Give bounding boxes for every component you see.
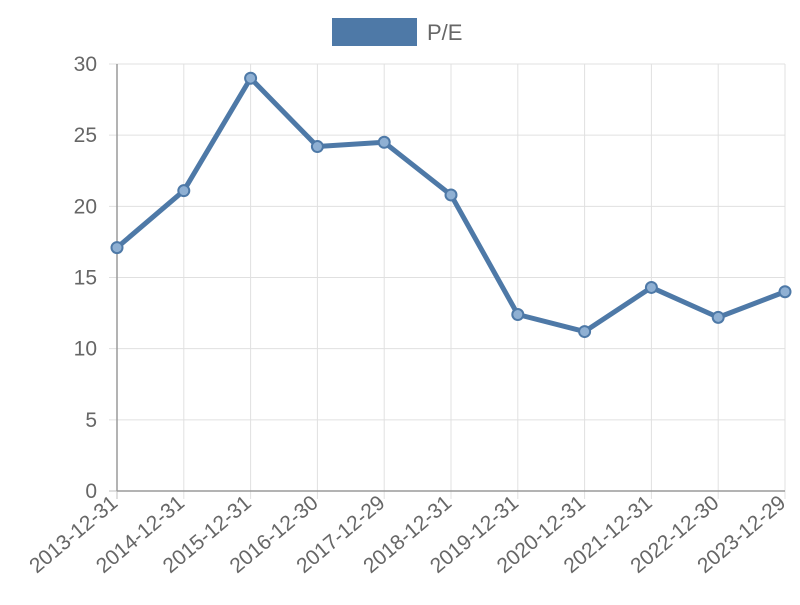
legend: P/E xyxy=(332,18,462,46)
y-tick-label: 30 xyxy=(74,53,97,76)
y-tick-label: 0 xyxy=(85,480,97,503)
y-tick-label: 25 xyxy=(74,124,97,147)
y-tick-label: 20 xyxy=(74,195,97,218)
series-layer xyxy=(110,71,792,339)
x-tick-labels: 2013-12-312014-12-312015-12-312016-12-30… xyxy=(25,491,790,578)
data-point[interactable] xyxy=(711,310,725,324)
data-point[interactable] xyxy=(377,135,391,149)
y-tick-labels: 0 5 10 15 20 25 30 xyxy=(74,53,97,503)
data-point[interactable] xyxy=(110,241,124,255)
grid xyxy=(109,63,786,499)
legend-label: P/E xyxy=(427,20,462,45)
data-point[interactable] xyxy=(177,184,191,198)
legend-swatch xyxy=(332,18,417,46)
y-tick-label: 15 xyxy=(74,267,97,290)
data-point[interactable] xyxy=(444,188,458,202)
data-point[interactable] xyxy=(310,140,324,154)
data-point[interactable] xyxy=(644,280,658,294)
axes xyxy=(116,64,785,492)
data-point[interactable] xyxy=(511,308,525,322)
y-tick-label: 5 xyxy=(85,409,97,432)
data-point[interactable] xyxy=(778,285,792,299)
data-point[interactable] xyxy=(578,325,592,339)
data-point[interactable] xyxy=(244,71,258,85)
y-tick-label: 10 xyxy=(74,338,97,361)
